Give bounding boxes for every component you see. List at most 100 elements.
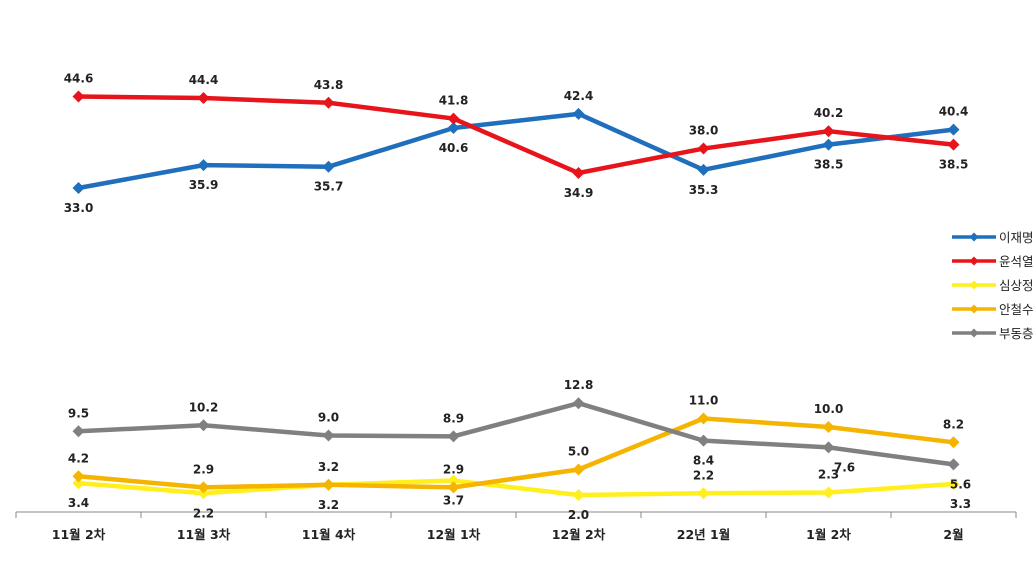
data-point-marker xyxy=(697,142,710,155)
data-label: 9.0 xyxy=(318,411,339,425)
data-point-marker xyxy=(72,425,85,438)
data-point-marker xyxy=(572,397,585,410)
data-point-marker xyxy=(447,122,460,135)
series-line-3 xyxy=(76,478,956,498)
data-label: 35.3 xyxy=(689,183,719,197)
x-tick-label: 12월 1차 xyxy=(427,527,481,542)
data-point-marker xyxy=(72,90,85,103)
data-label: 2.0 xyxy=(568,508,589,522)
legend-item: 이재명 xyxy=(952,230,1034,245)
data-label: 3.2 xyxy=(318,460,339,474)
data-point-marker xyxy=(572,107,585,120)
data-label: 8.2 xyxy=(943,417,964,431)
x-axis: 11월 2차 11월 3차 11월 4차 12월 1차 12월 2차 22년 1월 1월 2… xyxy=(15,511,1017,542)
data-point-marker xyxy=(697,487,710,500)
legend-label: 부동층 xyxy=(999,326,1034,341)
legend-item: 부동층 xyxy=(952,326,1034,341)
data-label: 3.2 xyxy=(318,498,339,512)
legend-marker xyxy=(969,232,979,242)
data-point-marker xyxy=(197,419,210,432)
data-label: 40.2 xyxy=(814,106,844,120)
data-label: 34.9 xyxy=(564,186,594,200)
data-label: 38.5 xyxy=(939,158,969,172)
data-label: 3.4 xyxy=(68,496,89,510)
data-point-marker xyxy=(822,486,835,499)
data-label: 5.6 xyxy=(950,477,971,491)
x-tick-label: 2월 xyxy=(943,527,963,542)
data-point-marker xyxy=(72,182,85,194)
data-point-marker xyxy=(822,441,835,454)
series-line-4 xyxy=(76,416,956,490)
legend-marker xyxy=(969,328,979,338)
data-label: 41.8 xyxy=(439,94,469,108)
x-tick-label: 11월 2차 xyxy=(52,527,106,542)
data-point-marker xyxy=(322,96,335,109)
legend-marker xyxy=(969,256,979,266)
data-label: 3.7 xyxy=(443,494,464,508)
data-label: 44.6 xyxy=(64,71,94,85)
data-point-marker xyxy=(322,429,335,442)
data-point-marker xyxy=(322,160,335,173)
data-point-marker xyxy=(322,478,335,491)
series-line-5 xyxy=(76,400,956,467)
data-point-marker xyxy=(197,159,210,172)
data-point-marker xyxy=(822,125,835,138)
legend-label: 이재명 xyxy=(999,230,1034,245)
data-label: 35.7 xyxy=(314,180,344,194)
data-point-marker xyxy=(72,470,85,483)
data-label: 4.2 xyxy=(68,451,89,465)
data-label: 2.9 xyxy=(193,462,214,476)
legend-label: 윤석열 xyxy=(999,254,1034,269)
data-point-marker xyxy=(572,489,585,501)
data-label: 43.8 xyxy=(314,78,344,92)
x-tick-label: 12월 2차 xyxy=(552,527,606,542)
legend-label: 안철수 xyxy=(999,302,1034,317)
data-label: 35.9 xyxy=(189,178,219,192)
data-point-marker xyxy=(822,138,835,151)
data-point-marker xyxy=(572,463,585,476)
legend-item: 안철수 xyxy=(952,302,1034,317)
data-point-marker xyxy=(822,421,835,433)
data-label: 40.6 xyxy=(439,141,469,155)
x-tick-label: 22년 1월 xyxy=(677,527,730,542)
legend-item: 심상정 xyxy=(952,278,1034,293)
data-label: 38.5 xyxy=(814,158,844,172)
data-label: 38.0 xyxy=(689,124,719,138)
data-point-marker xyxy=(447,430,460,443)
data-label: 3.3 xyxy=(950,497,971,511)
data-label: 5.0 xyxy=(568,445,589,459)
data-label: 11.0 xyxy=(689,394,719,408)
data-point-marker xyxy=(947,477,960,490)
data-point-marker xyxy=(697,434,710,447)
data-label: 2.2 xyxy=(693,468,714,482)
data-label: 8.4 xyxy=(693,454,714,468)
legend-item: 윤석열 xyxy=(952,254,1034,269)
data-point-marker xyxy=(447,112,460,125)
legend-marker xyxy=(969,304,979,314)
data-label: 12.8 xyxy=(564,378,594,392)
data-point-marker xyxy=(447,481,460,494)
series-lines xyxy=(72,90,960,501)
data-label: 2.3 xyxy=(818,467,839,481)
data-label: 42.4 xyxy=(564,89,594,103)
data-label: 7.6 xyxy=(834,460,855,474)
data-point-marker xyxy=(197,481,210,494)
data-label: 8.9 xyxy=(443,411,464,425)
x-tick-label: 11월 3차 xyxy=(177,527,231,542)
x-tick-label: 11월 4차 xyxy=(302,527,356,542)
data-point-marker xyxy=(197,92,210,105)
series-line-1 xyxy=(76,111,956,191)
data-label: 33.0 xyxy=(64,201,94,215)
data-point-marker xyxy=(947,123,960,136)
data-label: 40.4 xyxy=(939,105,969,119)
data-point-marker xyxy=(697,163,710,176)
data-label: 10.0 xyxy=(814,402,844,416)
data-point-marker xyxy=(72,477,85,490)
data-labels: 33.0 35.9 35.7 40.6 42.4 35.3 38.5 40.4 44.6 44.4… xyxy=(64,71,971,522)
data-label: 9.5 xyxy=(68,406,89,420)
data-point-marker xyxy=(447,474,460,487)
data-label: 2.9 xyxy=(443,462,464,476)
data-point-marker xyxy=(947,138,960,151)
